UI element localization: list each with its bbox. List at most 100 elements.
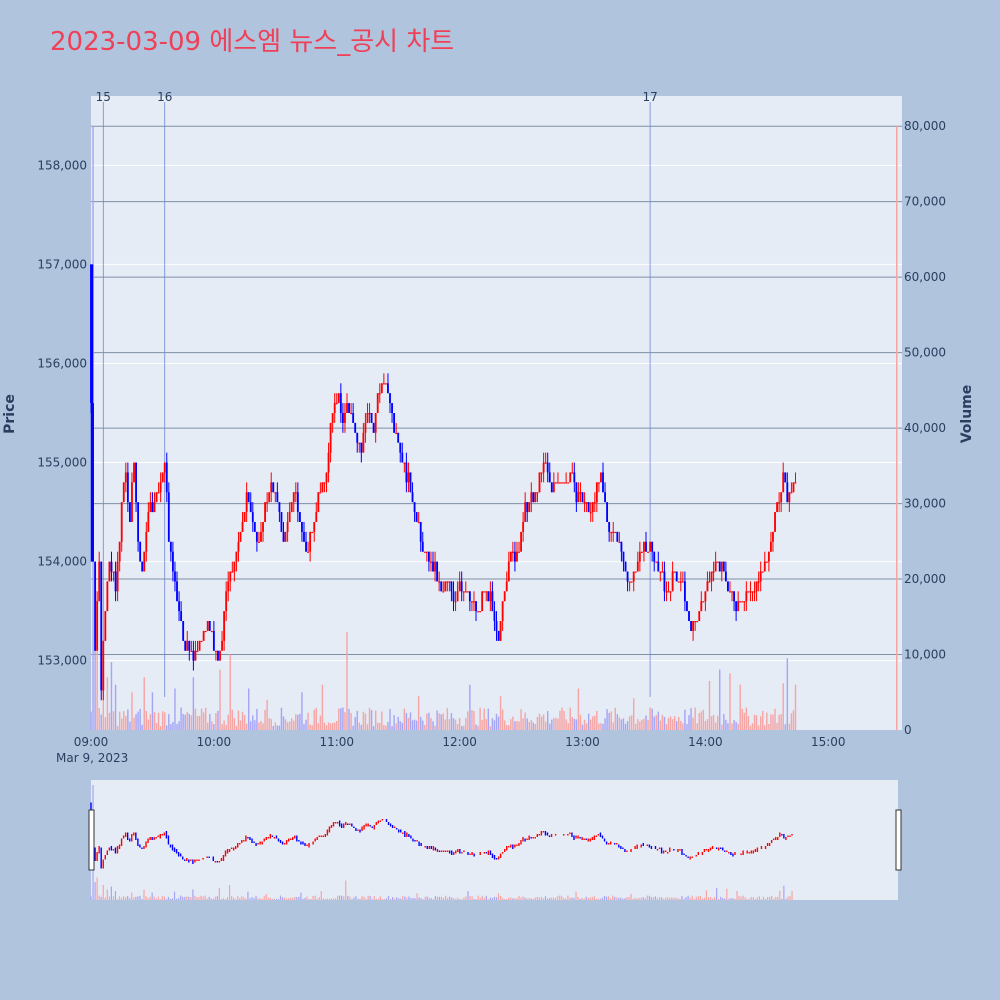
volume-bar [225, 724, 227, 730]
slider-volume-bar [691, 895, 693, 900]
slider-volume-bar [214, 896, 216, 900]
candle [348, 403, 350, 413]
volume-bar [706, 719, 709, 730]
volume-bar [727, 723, 729, 730]
volume-bar [145, 711, 148, 730]
candle [579, 492, 582, 494]
volume-bar [370, 710, 373, 730]
volume-bar [508, 725, 510, 730]
volume-bar [503, 720, 506, 730]
volume-bar [616, 714, 619, 730]
volume-bar [307, 712, 309, 730]
slider-volume-bar [738, 895, 740, 900]
slider-volume-bar [673, 898, 675, 900]
slider-volume-bar [622, 898, 624, 900]
slider-volume-bar [493, 896, 496, 900]
main-plot[interactable]: 15 16 17 [90, 90, 902, 730]
slider-volume-bar [133, 897, 135, 900]
slider-volume-bar [438, 896, 441, 900]
slider-volume-bar [318, 897, 320, 900]
candle [122, 482, 125, 503]
price-axis-title: Price [2, 394, 18, 434]
candle [233, 561, 236, 572]
slider-volume-bar [671, 897, 673, 900]
candle [524, 502, 527, 522]
volume-bar [501, 709, 504, 730]
candle [405, 462, 408, 483]
slider-volume-bar [740, 896, 742, 900]
slider-volume-bar [520, 897, 522, 900]
volume-bar [157, 712, 160, 730]
volume-bar [518, 721, 520, 730]
volume-bar [116, 725, 119, 730]
volume-bar [442, 713, 444, 730]
volume-bar [121, 718, 123, 730]
volume-bar [96, 616, 98, 730]
volume-bar [471, 710, 473, 730]
slider-volume-bar [206, 898, 208, 900]
candle [356, 432, 359, 443]
slider-volume-bar [532, 898, 534, 900]
candle [135, 462, 137, 503]
slider-volume-bar [430, 898, 432, 900]
volume-bar [317, 723, 320, 730]
slider-volume-bar [561, 896, 563, 900]
slider-volume-bar [654, 896, 657, 900]
volume-bar [643, 718, 645, 730]
slider-volume-bar [383, 899, 386, 900]
candle [188, 640, 191, 651]
candle [425, 551, 428, 553]
slider-volume-bar [524, 897, 526, 900]
volume-bar [790, 713, 793, 730]
volume-bar [256, 708, 258, 730]
range-slider[interactable] [88, 780, 902, 900]
candle [436, 561, 439, 582]
slider-volume-bar [783, 885, 785, 900]
volume-bar [290, 718, 293, 730]
volume-bar [393, 715, 395, 730]
volume-bar [321, 684, 324, 730]
candle [141, 561, 144, 572]
slider-volume-bar [283, 897, 286, 900]
slider-volume-bar [210, 898, 212, 900]
candle [507, 561, 510, 582]
volume-bar [506, 724, 508, 730]
volume-bar [680, 720, 682, 730]
slider-volume-bar [581, 897, 583, 900]
candle [321, 482, 324, 493]
candle [563, 482, 566, 484]
slider-volume-bar [534, 897, 536, 900]
slider-volume-bar [320, 891, 322, 900]
candle [751, 591, 754, 593]
candle [210, 630, 213, 633]
volume-bar [405, 712, 408, 730]
candle [735, 601, 738, 612]
range-slider-left-handle[interactable] [88, 809, 95, 871]
range-slider-right-handle[interactable] [895, 809, 902, 871]
slider-volume-bar [569, 897, 571, 900]
candle [200, 640, 203, 643]
slider-volume-bar [186, 896, 188, 900]
slider-volume-bar [281, 897, 284, 900]
volume-bar [563, 711, 565, 730]
candle [237, 541, 240, 552]
volume-bar [731, 723, 733, 730]
candlestick-series [90, 264, 797, 701]
slider-volume-bar [769, 896, 771, 900]
slider-volume-bar [247, 891, 249, 900]
slider-volume-bar [341, 895, 343, 900]
candle [718, 561, 721, 572]
volume-bar [534, 724, 537, 730]
slider-volume-bar [394, 898, 396, 900]
volume-bar [620, 719, 623, 730]
volume-bar [329, 723, 332, 730]
volume-bar [282, 716, 285, 730]
candle [698, 611, 701, 622]
slider-volume-bar [760, 899, 763, 900]
candle [206, 621, 209, 631]
candle [755, 581, 758, 592]
candle [409, 472, 412, 493]
volume-bar [276, 725, 279, 730]
volume-bar [522, 718, 524, 730]
